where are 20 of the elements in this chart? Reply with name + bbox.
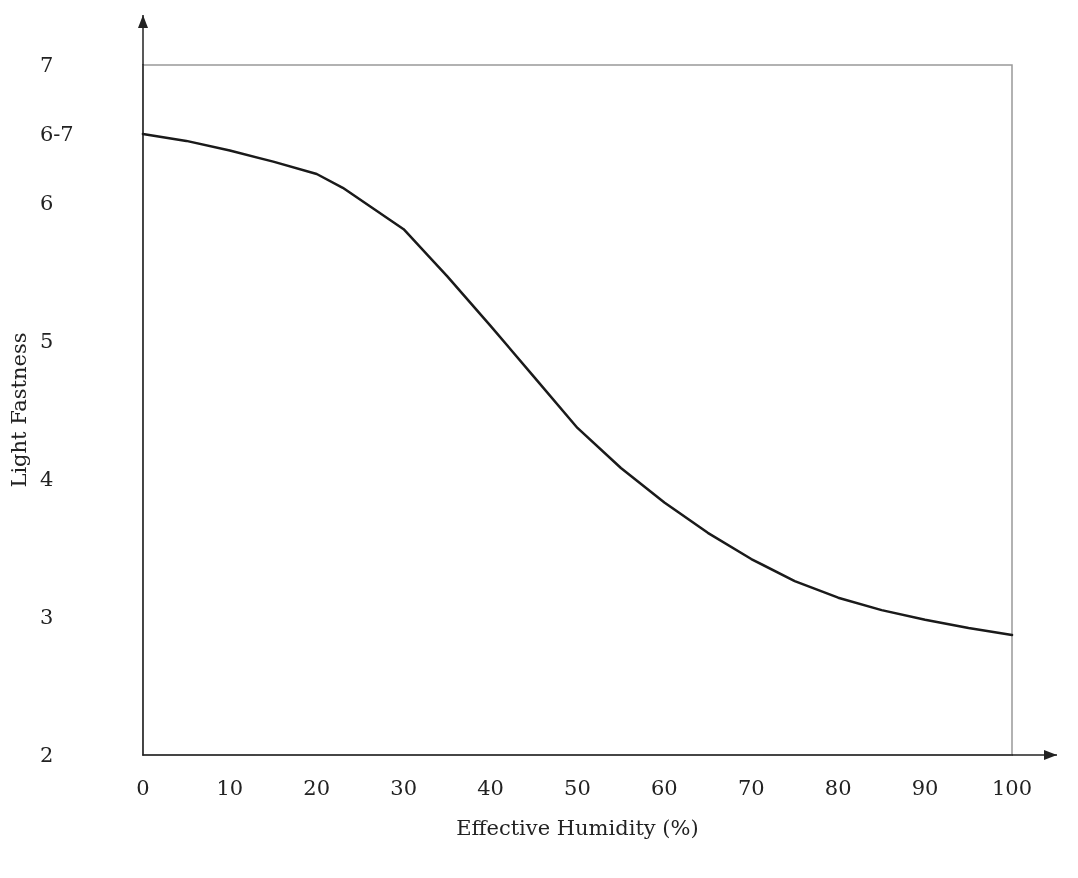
x-tick-label: 10 [216, 775, 244, 800]
x-tick-label: 100 [991, 775, 1033, 800]
y-tick-label: 6 [39, 191, 54, 215]
x-tick-label: 70 [737, 775, 765, 800]
x-axis-title: Effective Humidity (%) [456, 815, 699, 840]
y-axis-title: Light Fastness [6, 332, 31, 488]
y-tick-label: 7 [39, 53, 54, 77]
y-tick-label: 2 [39, 743, 54, 767]
x-tick-label: 20 [303, 775, 331, 800]
x-tick-label: 90 [911, 775, 939, 800]
x-tick-label: 80 [824, 775, 852, 800]
x-tick-label: 0 [136, 775, 150, 800]
y-tick-label: 5 [39, 329, 54, 353]
y-tick-label: 6-7 [39, 122, 74, 146]
x-tick-label: 50 [564, 775, 591, 800]
y-tick-label: 4 [39, 467, 54, 491]
y-tick-label: 3 [39, 605, 54, 629]
x-tick-label: 40 [477, 775, 504, 800]
x-tick-label: 60 [650, 775, 678, 800]
x-tick-label: 30 [390, 775, 417, 800]
